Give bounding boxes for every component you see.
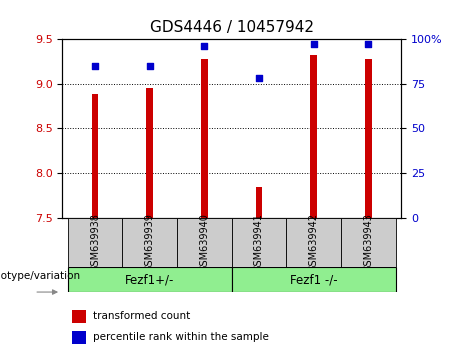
Text: Fezf1+/-: Fezf1+/- xyxy=(125,273,174,286)
FancyBboxPatch shape xyxy=(122,218,177,267)
Text: GSM639939: GSM639939 xyxy=(145,213,155,272)
Bar xyxy=(256,187,262,218)
Text: GSM639942: GSM639942 xyxy=(308,213,319,272)
Text: GSM639940: GSM639940 xyxy=(199,213,209,272)
Bar xyxy=(201,59,207,218)
Bar xyxy=(92,95,98,218)
FancyBboxPatch shape xyxy=(231,267,396,292)
FancyBboxPatch shape xyxy=(68,267,231,292)
FancyBboxPatch shape xyxy=(286,218,341,267)
Point xyxy=(255,75,263,81)
Text: genotype/variation: genotype/variation xyxy=(0,271,81,281)
Bar xyxy=(72,310,86,323)
Bar xyxy=(310,55,317,218)
Text: Fezf1 -/-: Fezf1 -/- xyxy=(290,273,337,286)
Point xyxy=(201,43,208,49)
Bar xyxy=(365,59,372,218)
Bar xyxy=(147,88,153,218)
Bar xyxy=(72,331,86,343)
Title: GDS4446 / 10457942: GDS4446 / 10457942 xyxy=(150,20,313,35)
FancyBboxPatch shape xyxy=(341,218,396,267)
Point xyxy=(310,41,317,47)
Text: GSM639938: GSM639938 xyxy=(90,213,100,272)
Point xyxy=(365,41,372,47)
Point xyxy=(91,63,99,69)
Text: transformed count: transformed count xyxy=(93,312,190,321)
Text: GSM639943: GSM639943 xyxy=(363,213,373,272)
FancyBboxPatch shape xyxy=(231,218,286,267)
Point xyxy=(146,63,154,69)
FancyBboxPatch shape xyxy=(177,218,231,267)
Text: percentile rank within the sample: percentile rank within the sample xyxy=(93,332,269,342)
FancyBboxPatch shape xyxy=(68,218,122,267)
Text: GSM639941: GSM639941 xyxy=(254,213,264,272)
